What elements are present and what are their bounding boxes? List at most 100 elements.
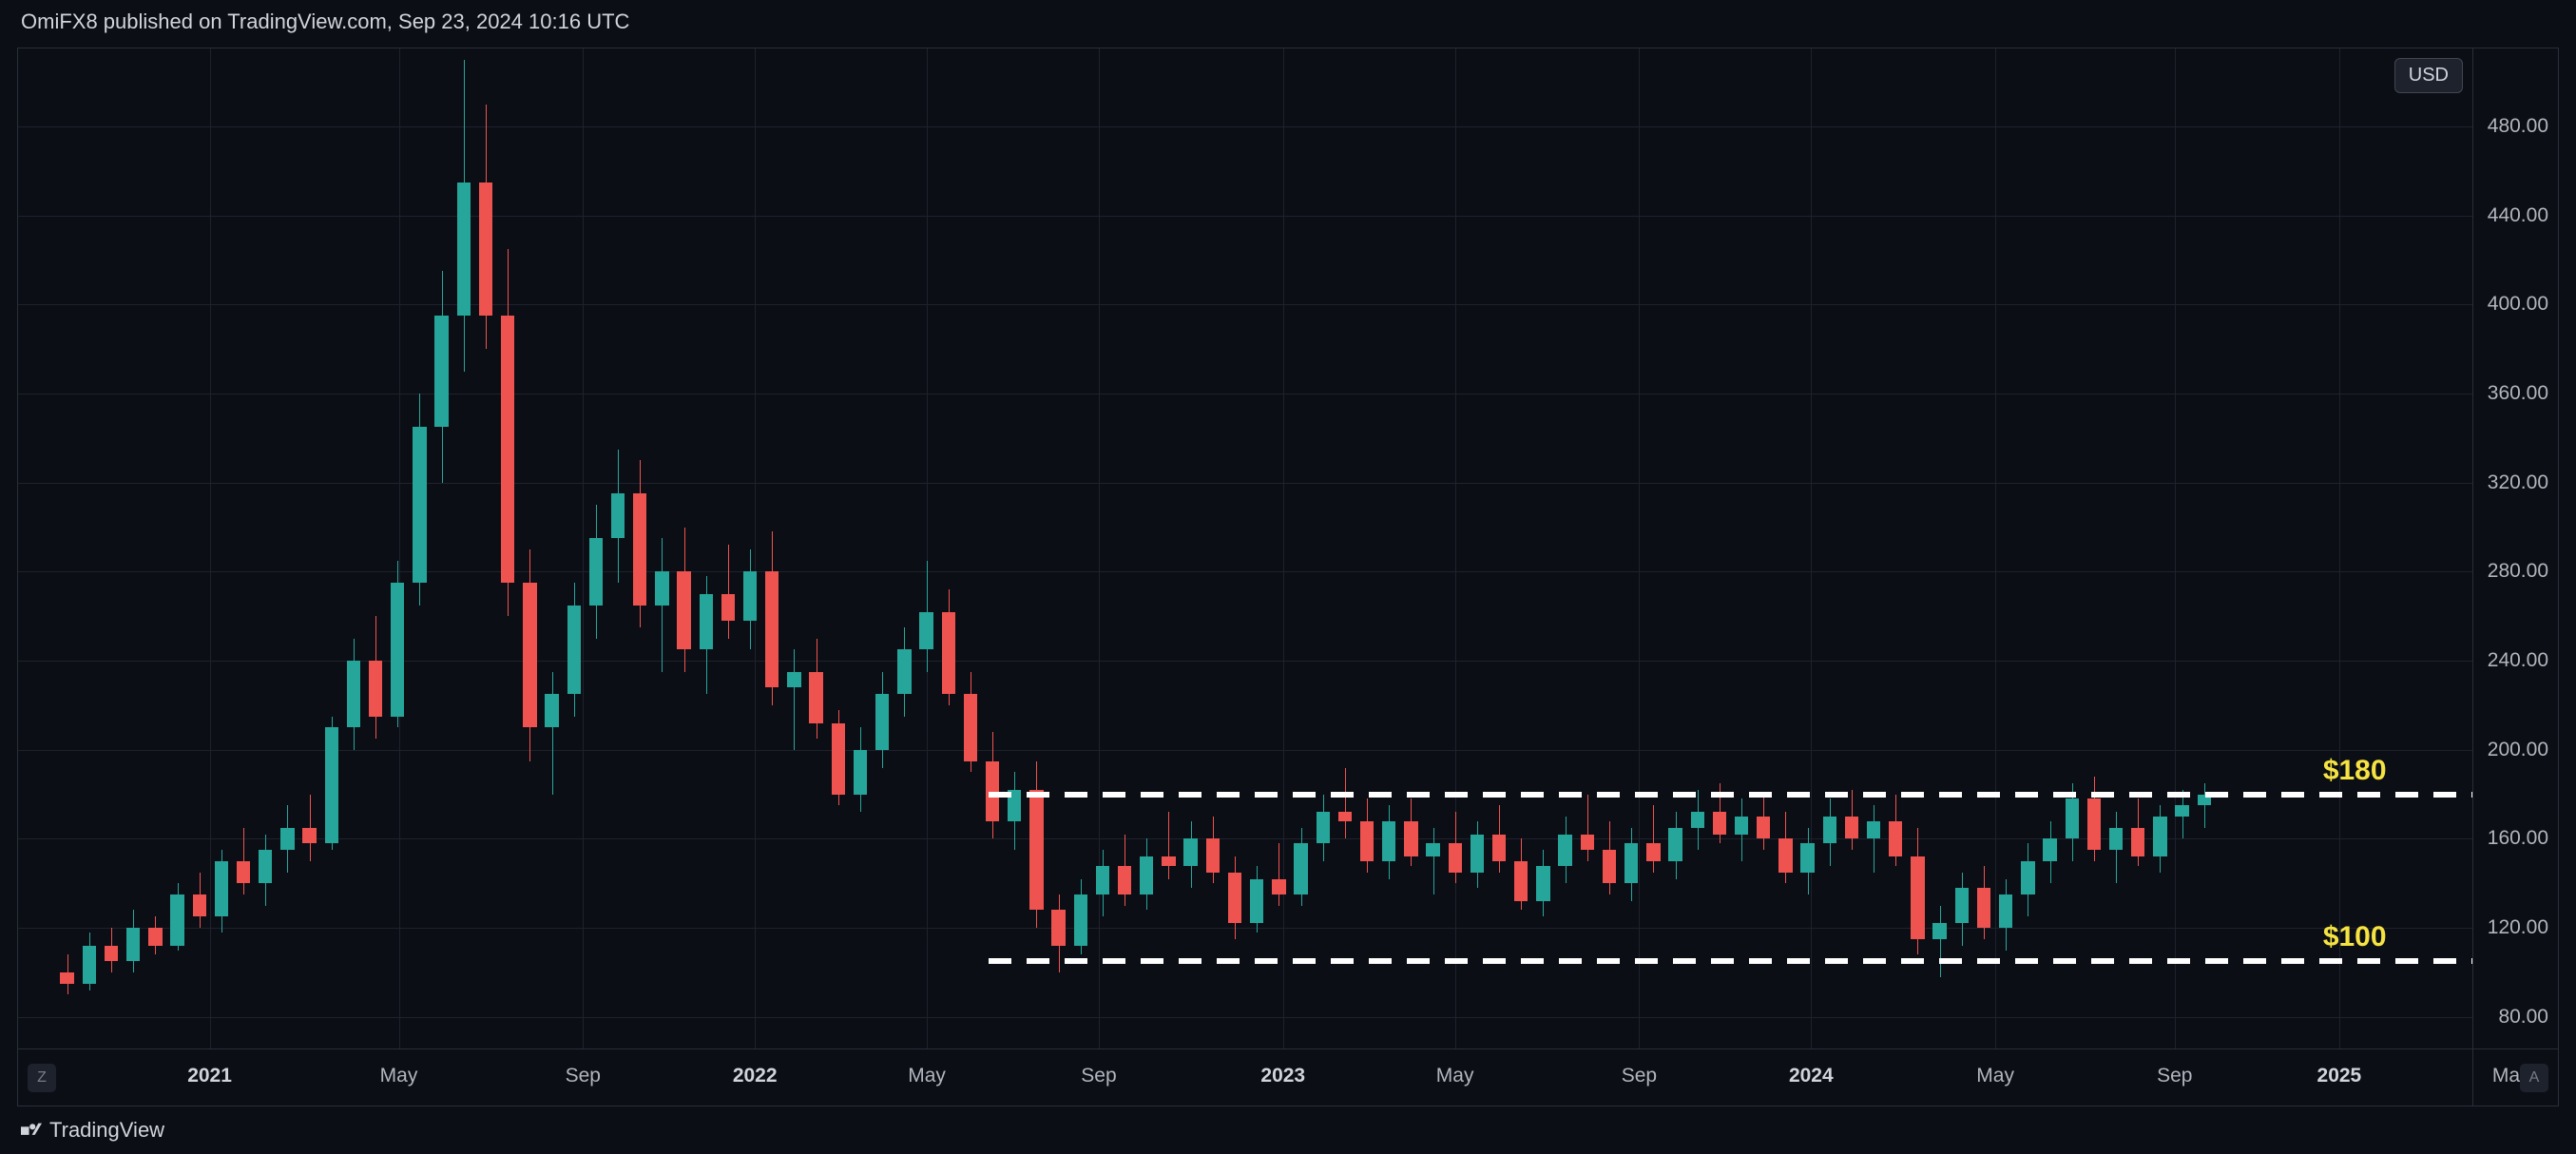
candle-wick [662, 538, 663, 672]
publish-caption: OmiFX8 published on TradingView.com, Sep… [21, 10, 629, 34]
candle-body [1581, 835, 1594, 850]
grid-line-h [18, 661, 2472, 662]
candle-body [1514, 861, 1528, 901]
grid-line-v [210, 48, 211, 1048]
candle-body [787, 672, 800, 687]
candle-body [413, 427, 426, 583]
y-tick-label: 440.00 [2488, 204, 2548, 227]
price-axis[interactable]: 80.00120.00160.00200.00240.00280.00320.0… [2472, 48, 2558, 1048]
grid-line-v [583, 48, 584, 1048]
x-tick-label: Sep [2157, 1065, 2192, 1087]
candle-body [1317, 812, 1330, 843]
candle-body [60, 972, 73, 984]
candle-body [854, 750, 867, 795]
x-tick-label: 2022 [733, 1065, 778, 1087]
candle-body [280, 828, 294, 850]
candle-body [1206, 838, 1220, 872]
candle-body [897, 649, 911, 694]
candle-body [1051, 910, 1065, 945]
candle-body [1691, 812, 1704, 827]
candle-body [1955, 888, 1969, 923]
candle-body [1889, 821, 1902, 856]
candle-body [611, 493, 625, 538]
chart-container: USD $180$100 80.00120.00160.00200.00240.… [17, 48, 2559, 1106]
y-tick-label: 480.00 [2488, 115, 2548, 138]
candle-body [170, 894, 183, 946]
y-tick-label: 80.00 [2498, 1006, 2548, 1029]
y-tick-label: 200.00 [2488, 739, 2548, 761]
support-resistance-line[interactable] [989, 792, 2472, 798]
candle-body [1426, 843, 1439, 856]
candle-body [1977, 888, 1990, 928]
candle-body [677, 571, 690, 649]
candle-body [1558, 835, 1571, 866]
candle-wick [794, 649, 795, 749]
time-axis[interactable]: Z 2021MaySep2022MaySep2023MaySep2024MayS… [18, 1048, 2472, 1106]
x-tick-label: May [1436, 1065, 1474, 1087]
candle-body [1074, 894, 1087, 946]
x-tick-label: 2024 [1789, 1065, 1834, 1087]
candle-body [1096, 866, 1109, 894]
candle-body [2175, 805, 2188, 817]
candle-body [1382, 821, 1395, 861]
candle-body [942, 612, 955, 695]
grid-line-v [2339, 48, 2340, 1048]
brand-footer: TradingView [21, 1118, 164, 1143]
candle-body [2043, 838, 2056, 860]
candle-body [2087, 798, 2101, 850]
currency-badge[interactable]: USD [2394, 58, 2463, 93]
candle-body [1140, 856, 1153, 894]
candle-body [1713, 812, 1726, 834]
grid-line-h [18, 1017, 2472, 1018]
candle-body [105, 946, 118, 961]
x-tick-label: Sep [1622, 1065, 1657, 1087]
candle-body [2021, 861, 2034, 894]
candle-body [964, 694, 977, 760]
candle-body [434, 316, 448, 427]
candle-wick [1940, 906, 1941, 977]
grid-line-v [1639, 48, 1640, 1048]
candle-wick [1587, 795, 1588, 861]
candle-body [1757, 817, 1770, 838]
x-tick-label: May [380, 1065, 418, 1087]
grid-line-v [755, 48, 756, 1048]
candle-body [2066, 798, 2079, 838]
candle-body [1471, 835, 1484, 873]
candle-wick [1433, 828, 1434, 894]
candle-body [1867, 821, 1880, 839]
candlestick-plot[interactable]: USD $180$100 [18, 48, 2472, 1048]
grid-line-h [18, 838, 2472, 839]
candle-body [369, 661, 382, 717]
x-tick-label: May [908, 1065, 946, 1087]
candle-body [1624, 843, 1638, 883]
candle-body [655, 571, 668, 605]
candle-body [1932, 923, 1946, 938]
candle-wick [1278, 843, 1279, 906]
candle-body [1118, 866, 1131, 894]
candle-body [1536, 866, 1549, 901]
candle-body [193, 894, 206, 916]
auto-scale-button[interactable]: A [2520, 1064, 2548, 1092]
zoom-button[interactable]: Z [28, 1064, 56, 1092]
support-resistance-line[interactable] [989, 958, 2472, 964]
y-tick-label: 160.00 [2488, 827, 2548, 850]
grid-line-h [18, 928, 2472, 929]
y-tick-label: 120.00 [2488, 916, 2548, 939]
candle-body [1603, 850, 1616, 883]
candle-body [215, 861, 228, 917]
candle-body [721, 594, 735, 621]
price-annotation-label: $180 [2323, 755, 2387, 787]
candle-body [479, 183, 492, 317]
candle-wick [1653, 805, 1654, 872]
candle-body [1778, 838, 1792, 872]
grid-line-v [1995, 48, 1996, 1048]
brand-text: TradingView [49, 1118, 164, 1143]
candle-body [809, 672, 822, 723]
candle-body [347, 661, 360, 727]
grid-line-v [2175, 48, 2176, 1048]
candle-body [875, 694, 889, 750]
candle-body [589, 538, 603, 605]
candle-wick [1345, 768, 1346, 839]
candle-body [545, 694, 558, 727]
candle-wick [552, 672, 553, 795]
